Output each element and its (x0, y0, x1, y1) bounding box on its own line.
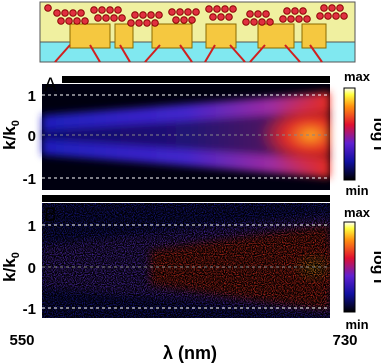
blocks (69, 23, 327, 49)
y-tick-label: 1 (28, 218, 36, 235)
particles (44, 4, 348, 27)
colorbar-label: log I (370, 118, 381, 151)
y-axis-label: k/k0 (0, 120, 22, 150)
y-tick-label: 0 (28, 260, 36, 277)
y-axis-label-main: k/k (0, 126, 19, 150)
colorbar-label: log I (370, 251, 381, 284)
x-tick-label: 730 (332, 332, 357, 349)
colorbar-max: max (344, 205, 371, 220)
x-tick-label: 550 (9, 332, 34, 349)
y-tick-label: -1 (23, 301, 36, 318)
heatmap-b (42, 203, 330, 318)
y-axis-label: k/k0 (0, 252, 22, 282)
colorbar-max: max (344, 69, 371, 84)
y-axis-label-main: k/k (0, 258, 19, 282)
colorbar-min: min (345, 317, 368, 332)
y-tick-label: -1 (23, 171, 36, 188)
bar (62, 76, 330, 83)
colorbar-min: min (345, 183, 368, 198)
panel-label: A (44, 75, 57, 96)
y-tick-label: 1 (28, 88, 36, 105)
heatmap-a (42, 84, 330, 190)
arrows (54, 44, 323, 63)
panel-label: B (44, 205, 57, 226)
y-tick-label: 0 (28, 128, 36, 145)
bar (42, 195, 330, 202)
colorbar-b (343, 221, 356, 313)
y-axis-label-sub: 0 (10, 120, 22, 126)
x-axis-label: λ (nm) (163, 343, 217, 363)
y-axis-label-sub: 0 (10, 252, 22, 258)
colorbar-a (343, 87, 356, 181)
